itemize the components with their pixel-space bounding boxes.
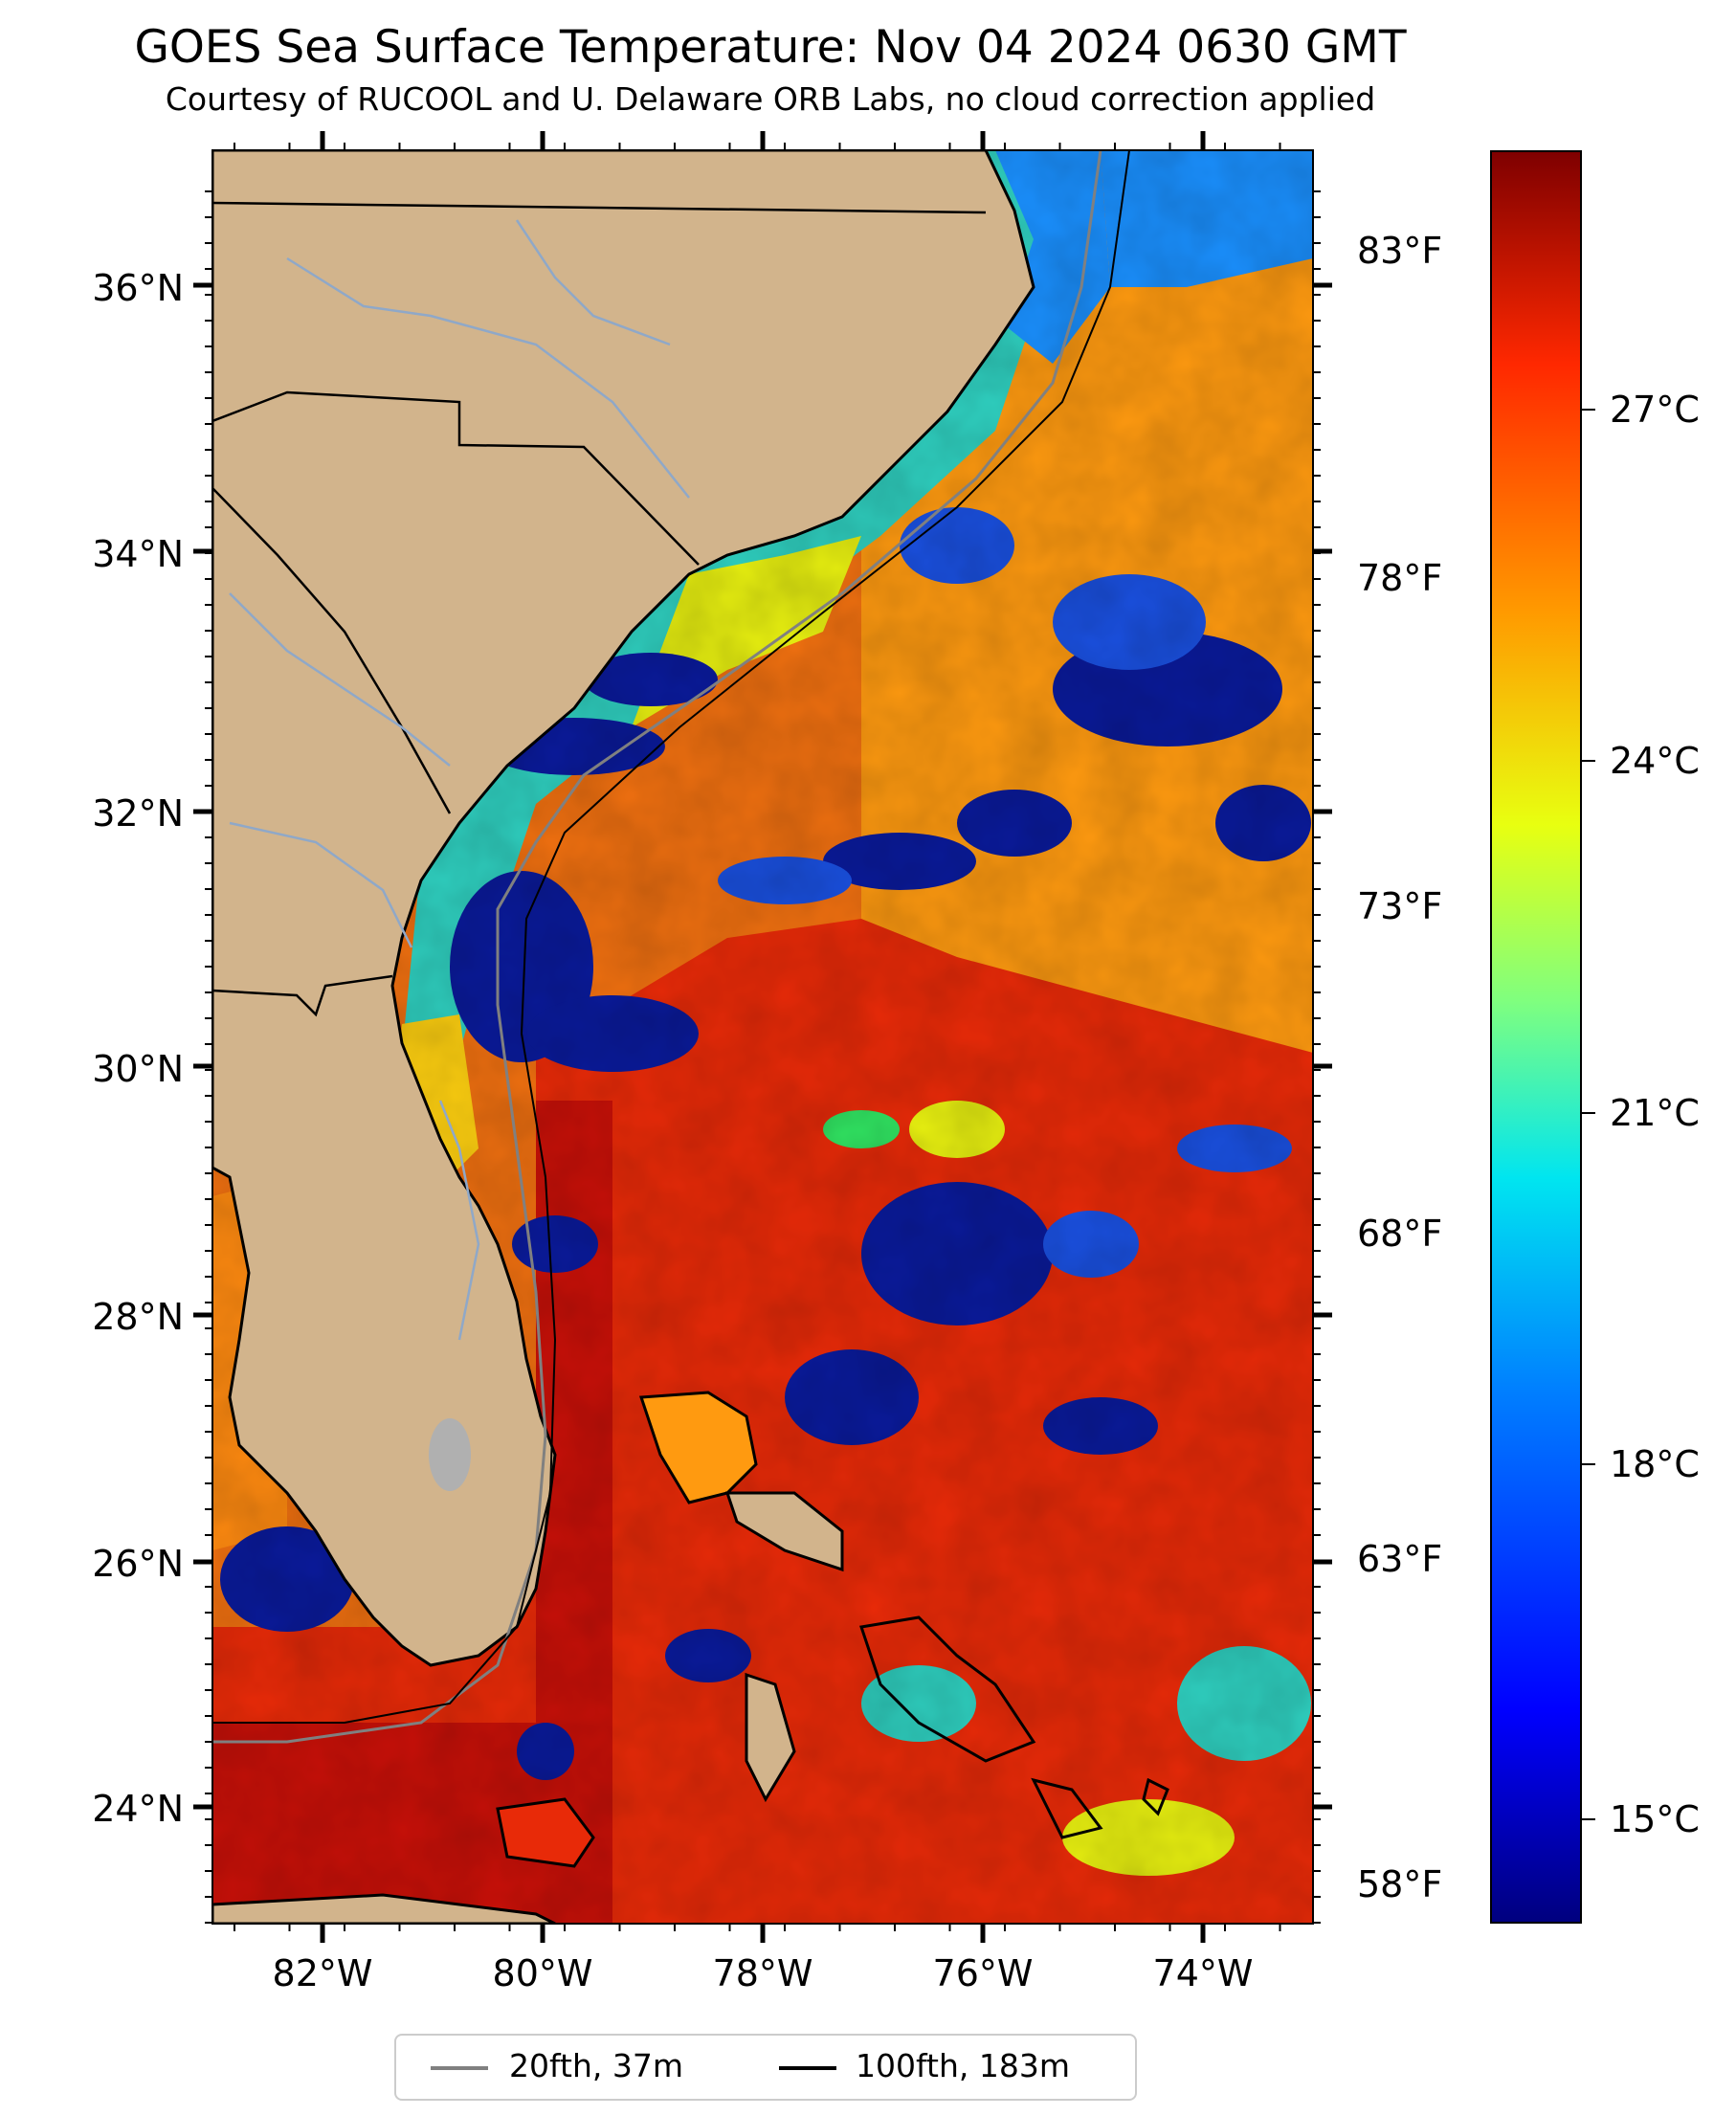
fahrenheit-label: 73°F — [1357, 885, 1443, 927]
fahrenheit-label: 78°F — [1357, 557, 1443, 599]
lat-label: 28°N — [92, 1296, 184, 1338]
colorbar-label: 18°C — [1610, 1443, 1700, 1485]
contour-20fth — [212, 150, 1102, 1744]
contour-legend: 20fth, 37m 100fth, 183m — [394, 2034, 1137, 2101]
lon-label: 82°W — [272, 1952, 373, 1994]
lon-label: 74°W — [1152, 1952, 1254, 1994]
fahrenheit-label: 83°F — [1357, 230, 1443, 272]
cay-sal-bank — [496, 1797, 595, 1868]
sst-field — [212, 150, 1313, 1924]
lat-label: 30°N — [92, 1048, 184, 1090]
lon-label: 76°W — [932, 1952, 1034, 1994]
island-abaco — [724, 1491, 844, 1572]
island-andros — [745, 1672, 796, 1803]
colorbar-tick — [1582, 1112, 1595, 1114]
fahrenheit-label: 63°F — [1357, 1538, 1443, 1580]
map-title: GOES Sea Surface Temperature: Nov 04 202… — [134, 21, 1407, 74]
legend-swatch-20fth — [431, 2066, 488, 2070]
lat-label: 32°N — [92, 792, 184, 835]
colorbar-label: 24°C — [1610, 740, 1700, 782]
colorbar-label: 21°C — [1610, 1092, 1700, 1134]
map-subtitle: Courtesy of RUCOOL and U. Delaware ORB L… — [165, 80, 1376, 118]
colorbar-tick — [1582, 409, 1595, 411]
lake-okeechobee — [429, 1418, 471, 1491]
contour-100fth — [212, 150, 1130, 1724]
colorbar-tick — [1582, 1463, 1595, 1465]
legend-swatch-100fth — [779, 2066, 836, 2070]
colorbar-tick — [1582, 1818, 1595, 1820]
lon-label: 78°W — [712, 1952, 813, 1994]
lat-label: 36°N — [92, 267, 184, 309]
lat-label: 24°N — [92, 1788, 184, 1830]
fahrenheit-label: 58°F — [1357, 1863, 1443, 1905]
lon-label: 80°W — [492, 1952, 593, 1994]
legend-label-20fth: 20fth, 37m — [509, 2047, 683, 2084]
island-cuba — [212, 1893, 556, 1924]
colorbar-tick — [1582, 760, 1595, 762]
legend-label-100fth: 100fth, 183m — [856, 2047, 1070, 2084]
colorbar-label: 15°C — [1610, 1798, 1700, 1840]
fahrenheit-label: 68°F — [1357, 1213, 1443, 1255]
lat-label: 26°N — [92, 1543, 184, 1585]
map-ticks — [193, 131, 1332, 1943]
lat-label: 34°N — [92, 533, 184, 575]
land-north — [212, 150, 1035, 1667]
island-grand-bahama — [638, 1391, 758, 1504]
colorbar-label: 27°C — [1610, 389, 1700, 431]
colorbar — [1490, 150, 1582, 1924]
